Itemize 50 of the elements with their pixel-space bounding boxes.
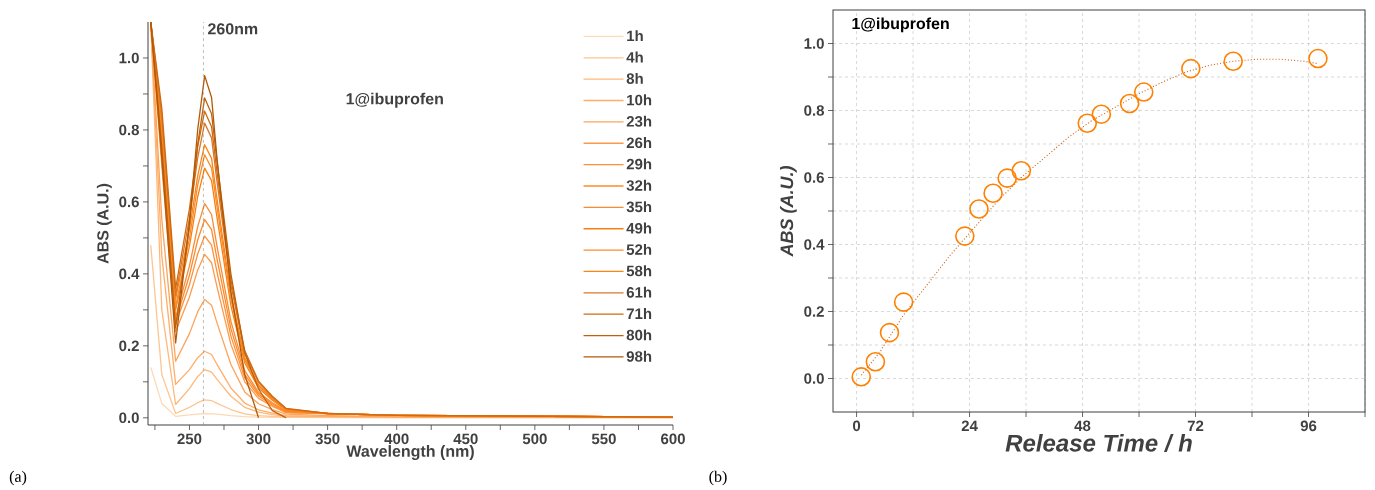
legend-label: 32h xyxy=(626,179,652,191)
annotation: 1@ibuprofen xyxy=(852,17,949,33)
y-axis-title: ABS (A.U.) xyxy=(779,166,797,257)
y-axis-title: ABS (A.U.) xyxy=(96,183,112,264)
x-tick-label: 450 xyxy=(453,433,478,445)
y-tick-label: 0.0 xyxy=(119,412,139,424)
y-tick-label: 0.2 xyxy=(119,340,139,352)
y-tick-label: 0.4 xyxy=(119,268,140,280)
legend-label: 61h xyxy=(626,286,652,298)
y-tick-label: 0.4 xyxy=(804,239,825,250)
x-axis-title: Release Time / h xyxy=(1005,434,1192,452)
ref-line-label: 260nm xyxy=(208,23,258,35)
x-tick-label: 400 xyxy=(384,433,409,445)
x-tick-label: 250 xyxy=(177,433,202,445)
y-tick-label: 0.2 xyxy=(804,306,824,317)
x-tick-label: 48 xyxy=(1074,420,1091,432)
legend-label: 71h xyxy=(626,308,652,319)
x-tick-label: 350 xyxy=(315,433,340,445)
x-tick-label: 500 xyxy=(522,433,547,445)
legend-label: 10h xyxy=(627,94,652,106)
x-tick-label: 600 xyxy=(661,433,685,445)
legend-label: 4h xyxy=(626,51,643,63)
x-tick-label: 550 xyxy=(591,433,616,445)
legend-label: 58h xyxy=(626,265,652,277)
legend-label: 98h xyxy=(626,350,652,362)
legend-label: 29h xyxy=(626,158,652,170)
legend-label: 26h xyxy=(626,137,652,149)
x-tick-label: 96 xyxy=(1300,420,1317,432)
x-tick-label: 24 xyxy=(961,420,978,432)
x-axis-title: Wavelength (nm) xyxy=(346,445,474,461)
text: (a) xyxy=(9,470,27,486)
text: (b) xyxy=(709,470,727,486)
y-tick-label: 0.6 xyxy=(119,196,139,208)
y-tick-label: 1.0 xyxy=(804,38,824,49)
y-tick-label: 0.8 xyxy=(119,124,139,136)
legend-label: 49h xyxy=(626,222,652,234)
x-tick-label: 300 xyxy=(246,433,271,445)
y-tick-label: 1.0 xyxy=(119,52,139,64)
legend-label: 35h xyxy=(626,201,652,213)
legend-label: 52h xyxy=(626,243,652,255)
y-tick-label: 0.8 xyxy=(804,105,825,116)
x-tick-label: 72 xyxy=(1187,420,1204,432)
legend-label: 23h xyxy=(626,115,652,127)
y-tick-label: 0.0 xyxy=(804,373,824,384)
y-tick-label: 0.6 xyxy=(804,172,824,183)
legend-label: 1h xyxy=(627,30,643,42)
x-tick-label: 0 xyxy=(852,420,861,432)
legend-label: 80h xyxy=(626,329,652,341)
annotation: 1@ibuprofen xyxy=(346,92,443,108)
legend-label: 8h xyxy=(626,72,643,84)
